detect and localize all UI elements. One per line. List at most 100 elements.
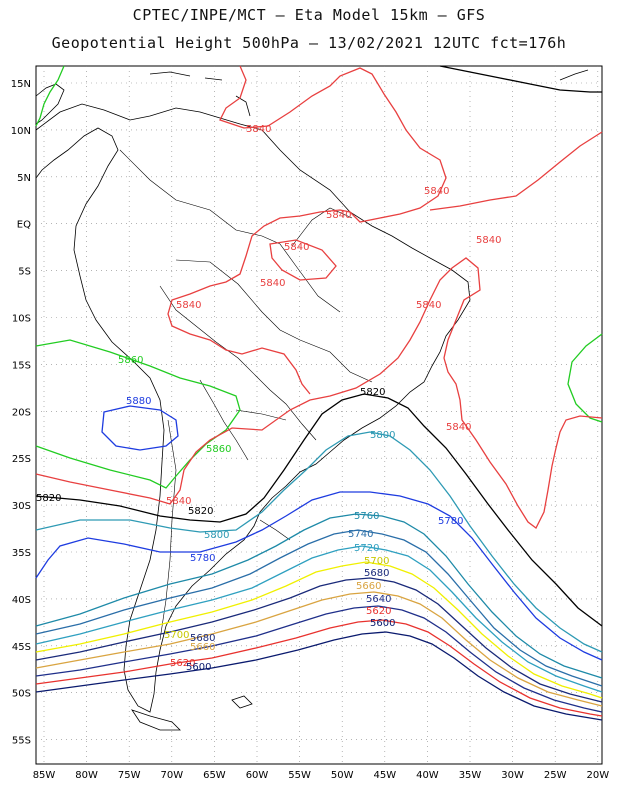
lat-tick-label: 15N xyxy=(11,79,31,90)
map-title: CPTEC/INPE/MCT – Eta Model 15km – GFS xyxy=(132,6,486,24)
lon-tick-label: 40W xyxy=(416,770,439,781)
lat-tick-label: 45S xyxy=(12,642,31,653)
lat-tick-label: 5N xyxy=(17,173,31,184)
label-5680: 5680 xyxy=(364,568,389,579)
lat-tick-label: 35S xyxy=(12,548,31,559)
label-5860: 5860 xyxy=(118,355,143,366)
contour-5820-north xyxy=(439,65,602,93)
lat-tick-label: 10N xyxy=(11,126,31,137)
label-5840: 5840 xyxy=(246,124,271,135)
lon-tick-label: 50W xyxy=(331,770,354,781)
label-5620: 5620 xyxy=(170,658,195,669)
map-subtitle: Geopotential Height 500hPa – 13/02/2021 … xyxy=(51,34,567,52)
contour-5860-west xyxy=(35,339,241,489)
label-5700: 5700 xyxy=(364,556,389,567)
south-america-coastline xyxy=(35,103,471,713)
label-5840: 5840 xyxy=(166,496,191,507)
contour-5840-main xyxy=(35,257,603,529)
label-5600: 5600 xyxy=(370,618,395,629)
tierra-del-fuego xyxy=(131,709,181,731)
label-5640: 5640 xyxy=(366,594,391,605)
contour-5880 xyxy=(101,405,179,451)
label-5760: 5760 xyxy=(354,511,379,522)
central-america xyxy=(35,83,65,125)
label-5720: 5720 xyxy=(354,543,379,554)
lon-tick-label: 60W xyxy=(246,770,269,781)
lat-tick-label: EQ xyxy=(17,220,31,231)
label-5840: 5840 xyxy=(424,186,449,197)
contour-5800 xyxy=(35,431,603,653)
caribbean-islands xyxy=(149,69,589,117)
lat-tick-label: 10S xyxy=(12,314,31,325)
label-5780: 5780 xyxy=(190,553,215,564)
lon-tick-label: 55W xyxy=(288,770,311,781)
lon-tick-label: 45W xyxy=(373,770,396,781)
contour-5680 xyxy=(35,577,603,703)
contour-5660 xyxy=(35,591,603,707)
lon-tick-label: 35W xyxy=(459,770,482,781)
label-5840: 5840 xyxy=(326,210,351,221)
country-borders xyxy=(119,149,373,641)
lon-tick-label: 85W xyxy=(33,770,56,781)
label-5700: 5700 xyxy=(164,630,189,641)
lon-tick-label: 20W xyxy=(586,770,609,781)
label-5660: 5660 xyxy=(190,642,215,653)
contour-5820 xyxy=(35,393,603,627)
lon-tick-label: 75W xyxy=(118,770,141,781)
label-5840: 5840 xyxy=(284,242,309,253)
contour-5780 xyxy=(35,491,603,661)
latitude-labels: 15N 10N 5N EQ 5S 10S 15S 20S 25S 30S 35S 40S 45S 50S 5… xyxy=(11,79,31,747)
contour-5620 xyxy=(35,619,603,717)
label-5840: 5840 xyxy=(176,300,201,311)
label-5680: 5680 xyxy=(190,633,215,644)
lat-tick-label: 15S xyxy=(12,360,31,371)
lon-tick-label: 30W xyxy=(501,770,524,781)
lat-tick-label: 50S xyxy=(12,689,31,700)
label-5840: 5840 xyxy=(260,278,285,289)
lat-tick-label: 40S xyxy=(12,595,31,606)
contour-5760 xyxy=(35,513,603,679)
lon-tick-label: 70W xyxy=(160,770,183,781)
contour-5600 xyxy=(35,631,603,721)
contours xyxy=(35,65,603,721)
contour-5840-east xyxy=(429,131,603,211)
label-5840: 5840 xyxy=(446,422,471,433)
contour-5840-island xyxy=(269,239,337,281)
lon-tick-label: 25W xyxy=(544,770,567,781)
longitude-labels: 85W 80W 75W 70W 65W 60W 55W 50W 45W 40W 35W 30W 25W 2… xyxy=(33,770,610,781)
label-5780: 5780 xyxy=(438,516,463,527)
contour-5700 xyxy=(35,561,603,699)
label-5820: 5820 xyxy=(360,387,385,398)
contour-5640 xyxy=(35,605,603,713)
label-5800: 5800 xyxy=(370,430,395,441)
label-5860: 5860 xyxy=(206,444,231,455)
lat-tick-label: 25S xyxy=(12,454,31,465)
label-5840: 5840 xyxy=(416,300,441,311)
lat-tick-label: 55S xyxy=(12,736,31,747)
label-5740: 5740 xyxy=(348,529,373,540)
lat-tick-label: 5S xyxy=(18,267,31,278)
label-5820: 5820 xyxy=(188,506,213,517)
contour-5840-north xyxy=(167,65,447,395)
label-5600: 5600 xyxy=(186,662,211,673)
graticule xyxy=(36,66,602,764)
coastlines xyxy=(35,69,589,731)
map-frame xyxy=(35,65,603,765)
label-5820: 5820 xyxy=(36,493,61,504)
lon-tick-label: 65W xyxy=(203,770,226,781)
lat-tick-label: 30S xyxy=(12,501,31,512)
lat-tick-label: 20S xyxy=(12,407,31,418)
contour-5860-north xyxy=(35,65,65,127)
contour-labels: 5840 5840 5840 5840 5840 5840 5840 5840 … xyxy=(36,124,501,673)
label-5880: 5880 xyxy=(126,396,151,407)
contour-5720 xyxy=(35,545,603,693)
contour-5740 xyxy=(35,529,603,687)
label-5840: 5840 xyxy=(476,235,501,246)
label-5800: 5800 xyxy=(204,530,229,541)
label-5660: 5660 xyxy=(356,581,381,592)
label-5620: 5620 xyxy=(366,606,391,617)
falklands xyxy=(231,695,253,709)
contour-5860-east xyxy=(567,333,603,423)
lon-tick-label: 80W xyxy=(75,770,98,781)
